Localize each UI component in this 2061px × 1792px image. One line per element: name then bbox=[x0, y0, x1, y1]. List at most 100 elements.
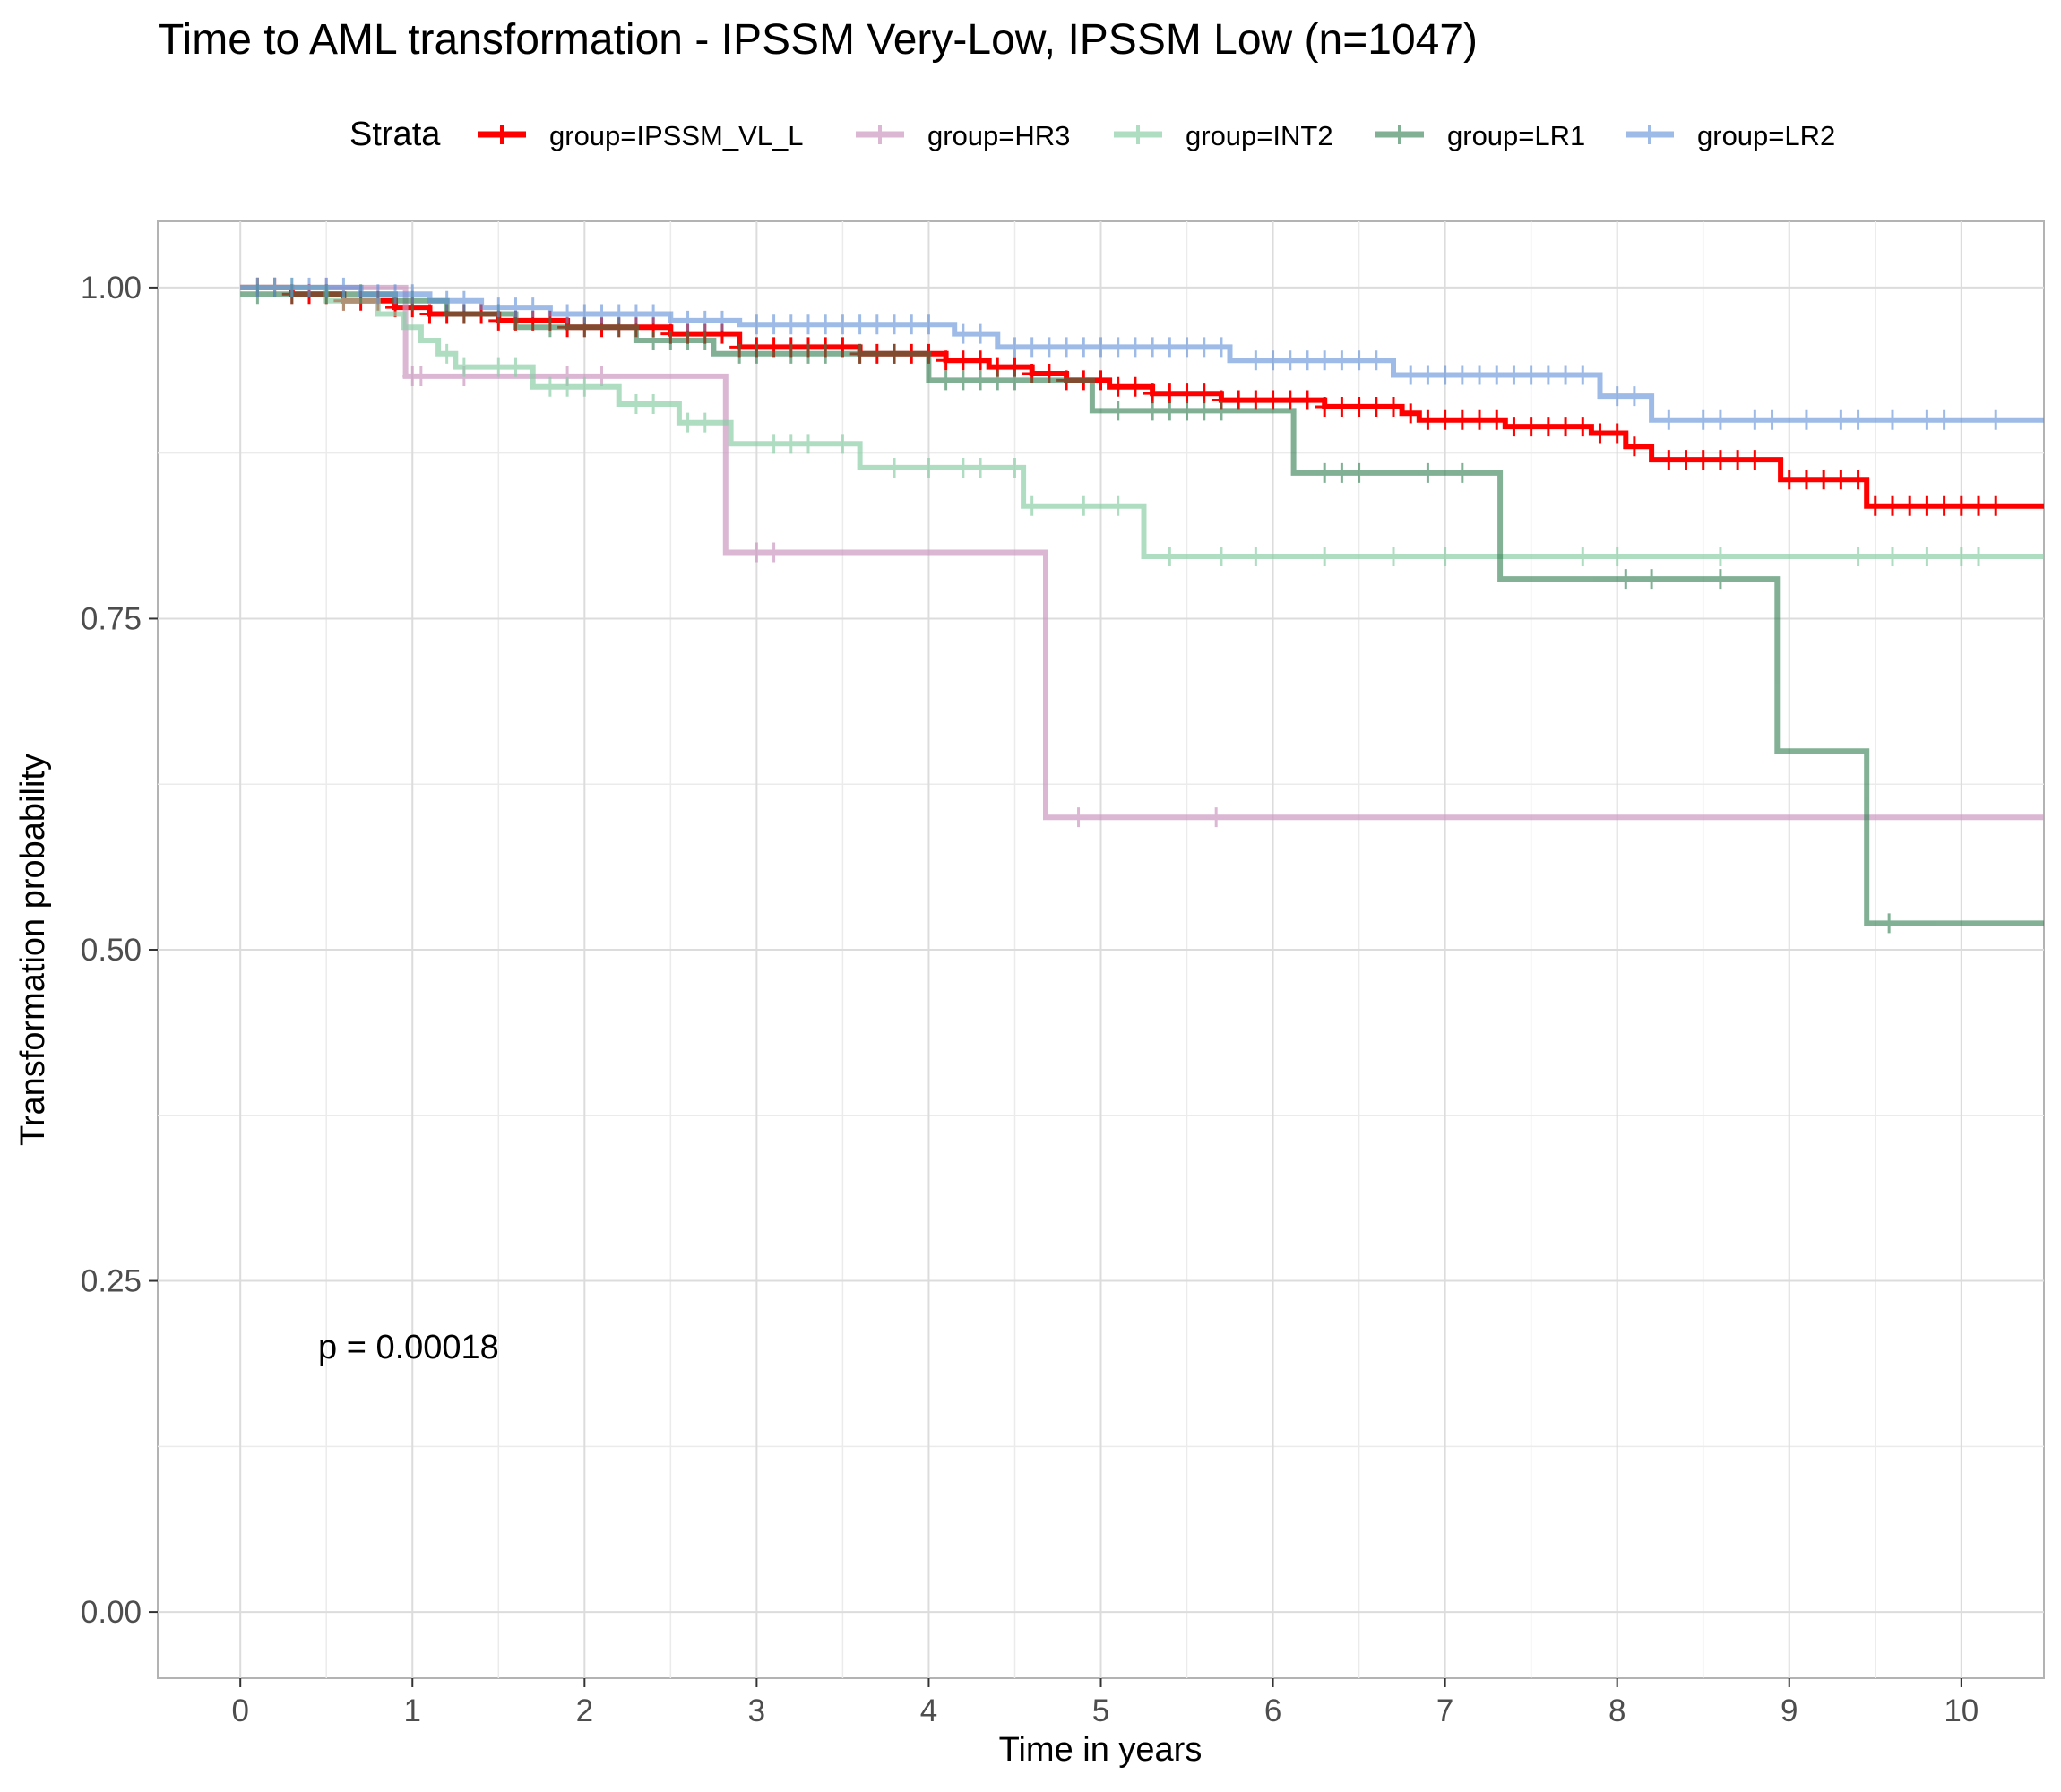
legend-label: group=HR3 bbox=[927, 120, 1070, 151]
censor-mark bbox=[1297, 390, 1317, 410]
censor-mark bbox=[780, 343, 801, 364]
censor-mark bbox=[436, 343, 457, 364]
censor-mark bbox=[1435, 546, 1455, 566]
censor-mark bbox=[1848, 409, 1868, 430]
censor-mark bbox=[1573, 417, 1593, 437]
p-value-annotation: p = 0.00018 bbox=[318, 1329, 499, 1366]
censor-mark bbox=[1246, 546, 1266, 566]
censor-mark bbox=[1160, 546, 1180, 566]
censor-mark bbox=[1366, 396, 1386, 417]
censor-mark bbox=[1074, 495, 1094, 516]
chart-title: Time to AML transformation - IPSSM Very-… bbox=[158, 16, 1478, 64]
censor-mark bbox=[1160, 383, 1180, 404]
censor-mark bbox=[1556, 365, 1576, 385]
x-tick-label: 1 bbox=[404, 1693, 421, 1728]
censor-mark bbox=[1280, 390, 1300, 410]
censor-mark bbox=[1504, 417, 1524, 437]
censor-mark bbox=[1882, 546, 1902, 566]
censor-mark bbox=[1452, 409, 1472, 430]
censor-mark bbox=[1418, 462, 1438, 483]
censor-mark bbox=[1143, 383, 1163, 404]
legend-item bbox=[1114, 125, 1162, 144]
censor-mark bbox=[798, 343, 818, 364]
censor-mark bbox=[729, 343, 750, 364]
legend-key-censor bbox=[1129, 125, 1147, 144]
censor-mark bbox=[763, 542, 784, 563]
censor-mark bbox=[1951, 495, 1971, 516]
censor-mark bbox=[1796, 409, 1816, 430]
censor-mark bbox=[539, 317, 560, 338]
km-step-line bbox=[240, 291, 2044, 926]
censor-mark bbox=[574, 376, 595, 397]
series-group-lr2 bbox=[240, 277, 2044, 430]
censor-mark bbox=[505, 297, 526, 318]
legend-item bbox=[856, 125, 904, 144]
censor-mark bbox=[884, 314, 905, 335]
series-layer bbox=[240, 277, 2044, 934]
censor-mark bbox=[557, 376, 578, 397]
censor-mark bbox=[970, 457, 991, 478]
censor-mark bbox=[333, 277, 354, 297]
censor-mark bbox=[936, 370, 956, 391]
grid bbox=[158, 221, 2044, 1678]
censor-mark bbox=[1969, 546, 1989, 566]
censor-mark bbox=[1710, 546, 1730, 566]
censor-mark bbox=[1315, 546, 1335, 566]
x-tick-label: 2 bbox=[576, 1693, 593, 1728]
y-axis-title: Transformation probability bbox=[14, 754, 52, 1146]
censor-mark bbox=[953, 370, 973, 391]
censor-mark bbox=[1194, 401, 1214, 421]
censor-mark bbox=[677, 412, 698, 433]
legend-label: group=INT2 bbox=[1186, 120, 1333, 151]
censor-mark bbox=[1728, 450, 1748, 470]
censor-mark bbox=[1616, 569, 1636, 590]
axes: 0 1 2 3 4 5 6 7 8 9 10 0.00 0.25 0.50 0.75 1.00 bbox=[81, 271, 1979, 1728]
censor-mark bbox=[1108, 376, 1128, 397]
censor-mark bbox=[488, 357, 509, 377]
censor-mark bbox=[1074, 337, 1094, 358]
legend-label: group=IPSSM_VL_L bbox=[549, 120, 804, 151]
censor-mark bbox=[1848, 546, 1868, 566]
censor-mark bbox=[608, 304, 629, 324]
censor-mark bbox=[1831, 409, 1851, 430]
censor-mark bbox=[1211, 337, 1231, 358]
censor-mark bbox=[936, 350, 956, 371]
censor-mark bbox=[1177, 401, 1197, 421]
censor-mark bbox=[316, 277, 337, 297]
censor-mark bbox=[1401, 403, 1421, 424]
legend-item bbox=[1626, 125, 1674, 144]
censor-mark bbox=[1882, 495, 1902, 516]
censor-mark bbox=[711, 310, 732, 331]
censor-mark bbox=[488, 297, 509, 318]
censor-mark bbox=[953, 457, 973, 478]
censor-mark bbox=[1263, 390, 1283, 410]
censor-mark bbox=[367, 284, 388, 305]
censor-mark bbox=[1401, 365, 1421, 385]
censor-mark bbox=[1796, 470, 1816, 490]
censor-mark bbox=[1710, 409, 1730, 430]
censor-mark bbox=[918, 457, 939, 478]
x-tick-label: 0 bbox=[231, 1693, 248, 1728]
censor-mark bbox=[1693, 409, 1713, 430]
censor-mark bbox=[625, 304, 646, 324]
censor-mark bbox=[1246, 350, 1266, 371]
censor-mark bbox=[410, 366, 431, 386]
censor-mark bbox=[1177, 337, 1197, 358]
censor-mark bbox=[453, 357, 474, 377]
censor-mark bbox=[1882, 409, 1902, 430]
censor-mark bbox=[1211, 546, 1231, 566]
censor-mark bbox=[970, 323, 991, 344]
censor-mark bbox=[1280, 350, 1300, 371]
legend-key-censor bbox=[871, 125, 889, 144]
censor-mark bbox=[1091, 337, 1111, 358]
censor-mark bbox=[453, 290, 474, 311]
x-tick-label: 6 bbox=[1264, 1693, 1281, 1728]
censor-mark bbox=[1452, 462, 1472, 483]
censor-mark bbox=[1676, 450, 1696, 470]
censor-mark bbox=[1384, 396, 1404, 417]
censor-mark bbox=[746, 542, 767, 563]
censor-mark bbox=[1831, 470, 1851, 490]
censor-mark bbox=[1125, 376, 1145, 397]
censor-mark bbox=[1659, 450, 1679, 470]
